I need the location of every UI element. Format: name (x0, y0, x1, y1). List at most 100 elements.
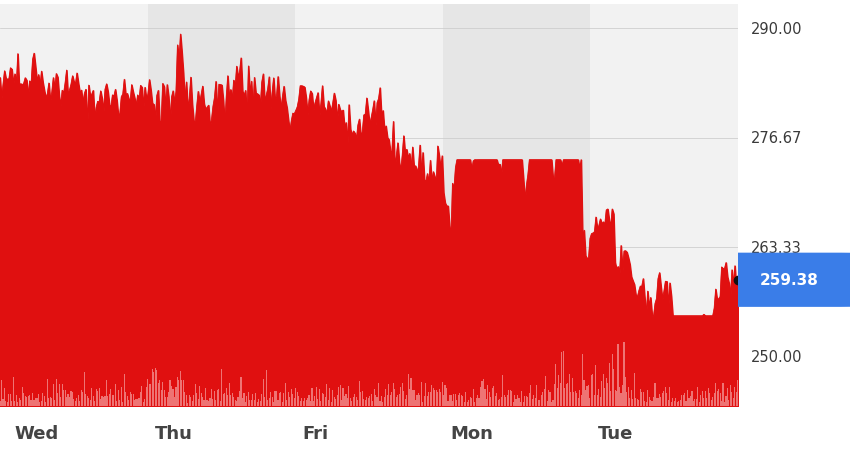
Bar (326, 384, 327, 406)
Bar (509, 391, 511, 406)
Bar (20, 400, 21, 406)
Bar (437, 392, 439, 406)
Bar (184, 392, 185, 406)
Bar (48, 398, 49, 406)
Bar (171, 386, 172, 406)
Bar (418, 393, 419, 406)
Bar (514, 395, 515, 406)
Bar (526, 397, 527, 406)
Bar (295, 388, 297, 406)
Bar (72, 392, 73, 406)
Bar (155, 368, 156, 406)
Bar (360, 392, 361, 406)
Bar (638, 400, 639, 406)
Bar (699, 402, 700, 406)
Bar (229, 383, 230, 406)
Bar (38, 394, 39, 406)
Bar (121, 388, 122, 406)
Bar (665, 387, 666, 406)
Bar (399, 394, 400, 406)
Bar (7, 402, 8, 406)
Bar (181, 380, 183, 406)
Bar (230, 395, 231, 406)
Bar (702, 391, 703, 406)
Bar (620, 393, 621, 406)
Bar (363, 399, 365, 406)
Bar (486, 399, 487, 406)
Bar (498, 400, 499, 406)
Bar (350, 398, 351, 406)
Bar (691, 391, 693, 406)
Bar (554, 385, 555, 406)
Bar (359, 381, 360, 406)
Bar (271, 397, 273, 406)
Bar (622, 385, 623, 406)
Bar (14, 401, 15, 406)
Bar (557, 388, 558, 406)
Bar (248, 392, 249, 406)
Bar (93, 396, 94, 406)
Bar (26, 397, 27, 406)
Bar (379, 401, 381, 406)
Bar (619, 387, 620, 406)
Bar (650, 400, 651, 406)
Bar (347, 398, 348, 406)
Bar (385, 389, 387, 406)
Bar (641, 392, 643, 406)
Bar (625, 377, 626, 406)
Bar (591, 375, 592, 406)
Bar (103, 397, 104, 406)
Bar (42, 393, 43, 406)
Bar (328, 401, 329, 406)
Bar (369, 396, 371, 406)
Bar (373, 389, 375, 406)
Bar (298, 397, 299, 406)
Bar (107, 396, 109, 406)
Bar (419, 395, 421, 406)
Bar (292, 394, 293, 406)
Bar (628, 387, 629, 406)
Bar (672, 398, 673, 406)
Bar (97, 392, 98, 406)
Bar (501, 397, 502, 406)
Bar (666, 393, 667, 406)
Text: 250.00: 250.00 (751, 350, 802, 364)
Bar (475, 398, 477, 406)
Bar (462, 397, 463, 406)
Bar (393, 383, 394, 406)
Bar (69, 397, 70, 406)
Text: Wed: Wed (14, 424, 59, 442)
Bar (135, 399, 137, 406)
Bar (325, 397, 326, 406)
Bar (502, 375, 503, 406)
Text: Tue: Tue (598, 424, 633, 442)
Bar (382, 402, 383, 406)
Bar (323, 394, 325, 406)
Bar (242, 398, 243, 406)
Bar (730, 385, 731, 406)
Bar (409, 389, 410, 406)
Bar (344, 396, 345, 406)
Bar (545, 376, 547, 406)
Bar (653, 397, 655, 406)
Bar (5, 401, 7, 406)
Bar (440, 392, 441, 406)
Bar (662, 393, 663, 406)
Bar (310, 401, 311, 406)
Bar (295, 5, 443, 406)
Bar (657, 398, 659, 406)
Bar (67, 394, 69, 406)
Bar (95, 389, 97, 406)
Bar (577, 397, 579, 406)
Bar (714, 393, 715, 406)
Bar (617, 344, 619, 406)
Bar (456, 400, 457, 406)
Bar (225, 388, 227, 406)
Bar (728, 400, 729, 406)
Bar (687, 390, 689, 406)
Bar (731, 392, 733, 406)
Bar (480, 387, 481, 406)
Bar (150, 385, 151, 406)
Bar (41, 401, 42, 406)
Bar (116, 401, 117, 406)
